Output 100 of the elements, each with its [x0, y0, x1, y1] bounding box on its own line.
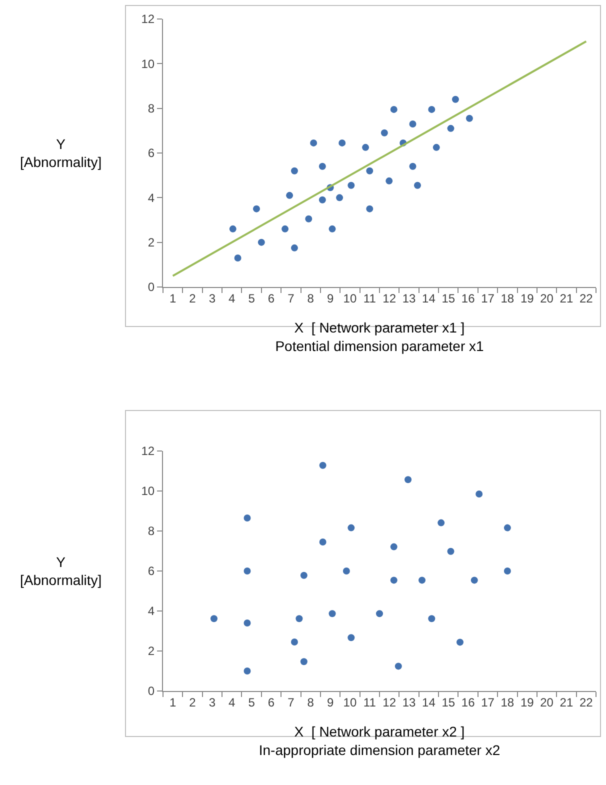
point [390, 576, 398, 584]
point [447, 124, 454, 132]
x-tick-label: 9 [326, 695, 334, 710]
x-tick-label: 7 [288, 291, 295, 306]
x-tick-label: 16 [461, 291, 476, 306]
x-tick-label: 16 [461, 695, 476, 710]
point [432, 144, 440, 151]
x-tick-label: 3 [208, 695, 216, 710]
x-tick-label: 1 [169, 695, 176, 710]
point [452, 96, 459, 103]
x-axis-title: X [ Network parameter x1 ] Potential dimension parameter x1 [275, 320, 484, 354]
point [470, 576, 478, 584]
y-tick-label: 12 [141, 12, 155, 26]
x-tick-label: 13 [402, 291, 416, 306]
y-tick-label: 12 [141, 444, 155, 458]
point [394, 662, 402, 670]
point [404, 476, 412, 484]
point [342, 568, 350, 574]
point [348, 524, 355, 532]
y-tick-label: 8 [148, 524, 155, 538]
point [376, 610, 383, 618]
point [380, 129, 388, 136]
x-tick-label: 8 [307, 291, 314, 306]
point [386, 177, 393, 184]
point [438, 519, 445, 526]
point [338, 139, 346, 146]
point [366, 167, 374, 174]
point [428, 106, 436, 113]
point [229, 225, 236, 232]
point [409, 162, 416, 170]
point [336, 194, 344, 202]
x-tick-label: 21 [560, 695, 574, 710]
point [310, 139, 318, 146]
point [318, 162, 326, 170]
y-tick-label: 10 [141, 484, 155, 498]
point [428, 615, 436, 622]
x-tick-label: 10 [343, 695, 357, 710]
y-tick-label: 2 [148, 644, 155, 658]
point [476, 490, 483, 498]
point [319, 538, 326, 546]
point [244, 668, 251, 674]
point [390, 106, 398, 113]
point [414, 182, 421, 189]
x-tick-label: 2 [189, 695, 196, 710]
point [456, 638, 464, 646]
y-tick-label: 0 [148, 280, 155, 294]
y-axis-title: Y [Abnormality] [20, 554, 102, 588]
point [348, 634, 355, 642]
x-tick-label: 9 [326, 291, 334, 306]
x-tick-label: 11 [363, 695, 376, 710]
x-tick-label: 6 [268, 695, 275, 710]
point [210, 615, 218, 622]
x-tick-label: 8 [307, 695, 314, 710]
y-tick-label: 4 [148, 190, 155, 205]
point [409, 120, 416, 128]
point [328, 610, 336, 618]
x-tick-label: 12 [382, 695, 396, 710]
x-tick-label: 20 [540, 695, 554, 710]
point [447, 548, 454, 555]
x-tick-label: 19 [520, 695, 534, 710]
point [366, 205, 374, 212]
x-tick-label: 13 [402, 695, 416, 710]
y-tick-label: 2 [148, 236, 155, 250]
x-tick-label: 12 [382, 291, 396, 306]
point [504, 568, 511, 574]
x-tick-label: 14 [422, 695, 436, 710]
point [286, 192, 294, 199]
point [290, 244, 298, 252]
point [504, 524, 511, 532]
point [390, 543, 398, 550]
x-tick-label: 20 [540, 291, 554, 306]
point [234, 254, 242, 262]
x-tick-label: 15 [442, 291, 456, 306]
y-tick-label: 6 [148, 564, 155, 578]
point [258, 238, 265, 246]
x-tick-label: 19 [520, 291, 534, 306]
point [328, 225, 336, 232]
point [318, 196, 326, 204]
point [300, 658, 308, 666]
x-tick-label: 7 [288, 695, 295, 710]
y-tick-label: 8 [148, 102, 155, 116]
x-tick-label: 21 [560, 291, 574, 306]
x-tick-label: 3 [208, 291, 216, 306]
point [466, 114, 473, 122]
x-tick-label: 18 [500, 695, 514, 710]
point [282, 225, 289, 232]
point [244, 514, 251, 522]
x-tick-label: 11 [363, 291, 376, 306]
point [305, 215, 312, 222]
point [290, 638, 298, 646]
x-tick-label: 6 [268, 291, 275, 306]
x-tick-label: 5 [248, 695, 256, 710]
point [296, 615, 303, 622]
x-tick-label: 18 [500, 291, 514, 306]
x-tick-label: 5 [248, 291, 256, 306]
x-tick-label: 1 [169, 291, 176, 306]
x-tick-label: 15 [442, 695, 456, 710]
x-axis-title: X [ Network parameter x2 ] In-appropriate dimension parameter x2 [258, 724, 500, 758]
y-tick-label: 4 [148, 604, 155, 618]
y-axis-title: Y [Abnormality] [20, 136, 102, 170]
